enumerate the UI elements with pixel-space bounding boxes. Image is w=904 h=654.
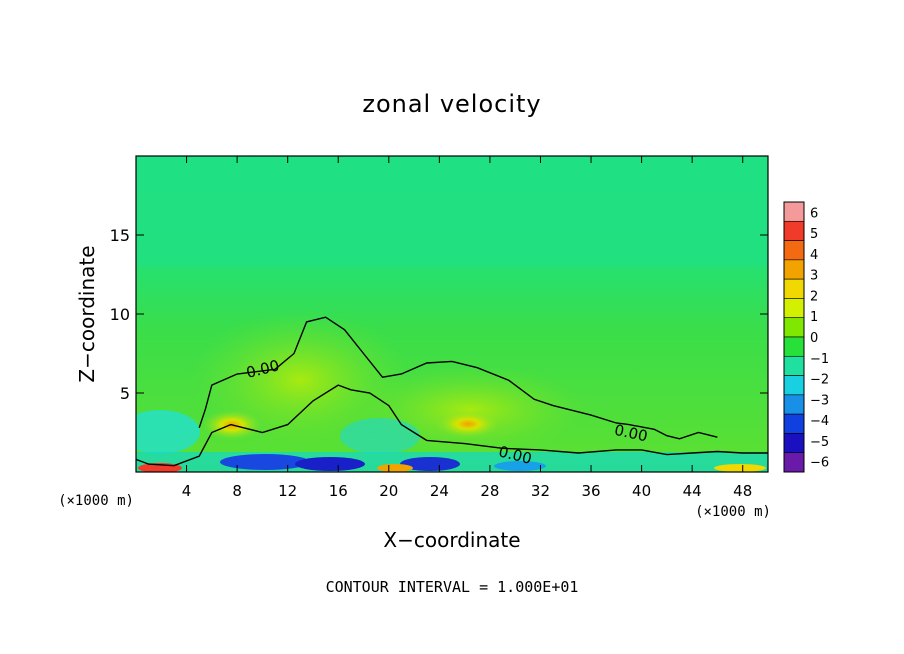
colorbar: 6 5 4 3 2 1 0 −1 −2 −3 −4 −5 −6 [783,201,829,473]
colorbar-swatch [783,336,805,357]
upper-cool-band [136,156,768,266]
x-tick-label: 8 [232,482,242,500]
colorbar-label: −3 [810,393,829,408]
contour-lines [136,316,768,467]
colorbar-swatch [783,240,805,261]
colorbar-label: 6 [810,206,818,221]
x-tick-label: 40 [632,482,651,500]
x-tick-label: 12 [278,482,297,500]
blue-region-2 [295,457,365,471]
orange-region [377,464,413,472]
x-tick-label: 32 [531,482,550,500]
y-tick-label: 15 [110,226,130,245]
hot-spot-right [436,410,500,438]
colorbar-swatch [783,375,805,396]
y-axis-label: Z−coordinate [75,245,99,382]
blue-region-3 [400,457,460,471]
x-tick-label: 20 [379,482,398,500]
colorbar-label: 3 [810,269,818,284]
colorbar-swatch [783,394,805,415]
contour-line-1 [198,316,718,440]
colorbar-label: −6 [810,456,829,471]
colorbar-swatch [783,355,805,376]
y-tick-label: 10 [110,305,130,324]
x-unit-right: (×1000 m) [695,504,771,520]
colorbar-label: 0 [810,331,818,346]
contour-interval-label: CONTOUR INTERVAL = 1.000E+01 [326,578,579,596]
colorbar-label: 5 [810,227,818,242]
colorbar-label: 2 [810,289,818,304]
x-axis-ticks: 4 8 12 16 20 24 28 32 36 40 44 48 [182,156,752,500]
cyan-region-left [136,410,200,454]
chart-title: zonal velocity [362,90,541,118]
x-tick-label: 28 [480,482,499,500]
colorbar-swatch [783,259,805,280]
colorbar-label: −2 [810,373,829,388]
colorbar-label: −4 [810,414,829,429]
colorbar-label: 4 [810,248,818,263]
colorbar-swatch [783,413,805,434]
x-unit-left: (×1000 m) [58,493,134,509]
x-tick-label: 4 [182,482,192,500]
x-tick-label: 24 [430,482,449,500]
plot-area [136,156,768,472]
contour-line-0 [136,384,768,467]
y-tick-label: 5 [120,384,130,403]
colorbar-frame [783,201,805,473]
cyan-region-mid [340,418,420,454]
colorbar-label: −5 [810,435,829,450]
colorbar-swatch [783,220,805,241]
colorbar-swatch [783,298,805,319]
x-axis-label: X−coordinate [383,528,520,552]
colorbar-swatch [783,201,805,222]
colorbar-label: −1 [810,352,829,367]
x-tick-label: 44 [683,482,702,500]
x-tick-label: 36 [581,482,600,500]
yellow-region-right [714,464,766,472]
colorbar-swatch [783,452,805,473]
colorbar-swatch [783,433,805,454]
y-axis-ticks: 5 10 15 [110,226,768,403]
colorbar-swatch [783,278,805,299]
colorbar-label: 1 [810,310,818,325]
x-tick-label: 48 [733,482,752,500]
colorbar-swatch [783,317,805,338]
x-tick-label: 16 [329,482,348,500]
blue-region-4 [494,461,546,471]
